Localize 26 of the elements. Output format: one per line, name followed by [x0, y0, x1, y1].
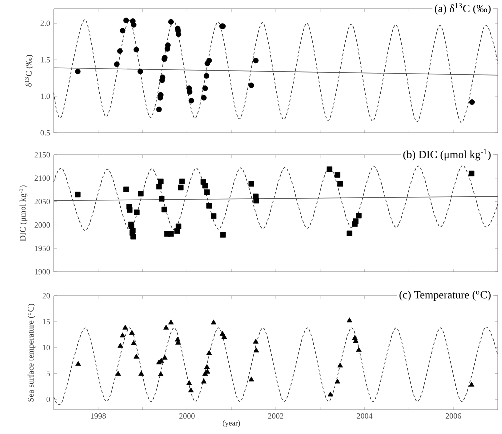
- y-tick-label: 1.0: [41, 94, 50, 100]
- y-tick-label: 1950: [35, 246, 50, 252]
- x-tick-label: 1998: [91, 414, 106, 419]
- chart-title: (a) δ$^{13}$C (‰): [435, 3, 491, 15]
- y-tick-label: 1.5: [41, 57, 50, 63]
- x-tick-label: 2002: [268, 414, 284, 419]
- y-tick-label: 1900: [35, 269, 50, 275]
- y-tick-label: 15: [43, 319, 50, 325]
- y-tick-label: 0.5: [40, 130, 50, 136]
- x-tick-label: 2000: [180, 414, 195, 419]
- chart-title: (c) Temperature ($^{o}$C): [400, 291, 491, 301]
- y-tick-label: 10: [43, 345, 50, 351]
- y-axis-title: DIC (μmol kg$^{-1}$): [19, 186, 28, 242]
- x-tick-label: 2004: [357, 414, 373, 419]
- y-axis-title: δ$^{13}$C (‰): [25, 55, 34, 87]
- y-tick-label: 2.0: [40, 20, 50, 26]
- y-tick-label: 2000: [34, 222, 50, 228]
- x-tick-label: 2006: [446, 414, 462, 419]
- y-tick-label: 5: [46, 371, 50, 376]
- chart-title: (b) DIC (μmol kg$^{-1}$): [404, 149, 491, 161]
- y-tick-label: 2100: [34, 176, 50, 182]
- y-tick-label: 2150: [34, 152, 50, 158]
- y-tick-label: 0: [46, 396, 50, 402]
- y-axis-title: Sea surface temperature ($^{o}$C): [28, 304, 36, 402]
- y-tick-label: 20: [42, 293, 50, 299]
- y-tick-label: 2050: [34, 199, 50, 205]
